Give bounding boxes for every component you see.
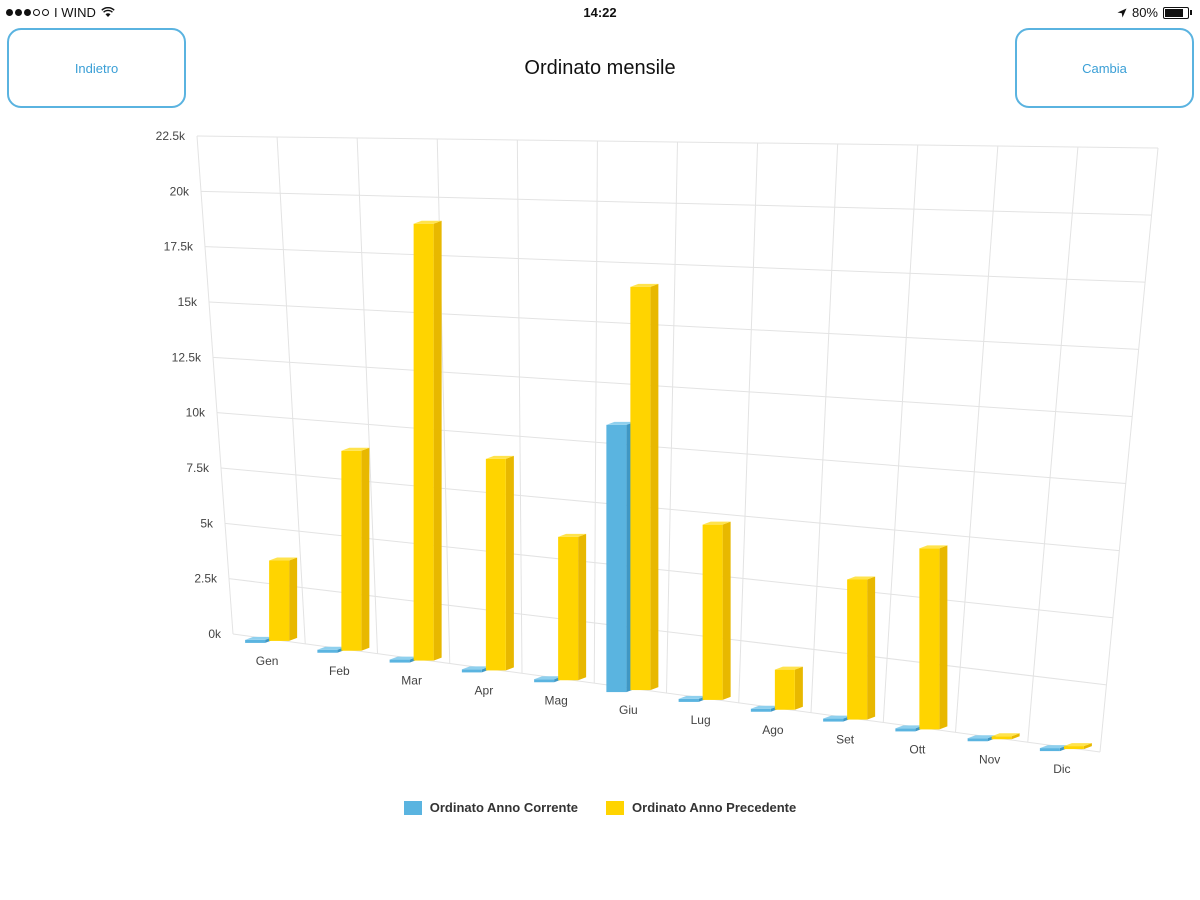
gridline-v — [1027, 146, 1079, 743]
y-tick-label: 0k — [208, 627, 222, 641]
gridline-v — [955, 145, 999, 733]
y-tick-label: 7.5k — [186, 461, 210, 475]
x-tick-label: Mar — [401, 674, 422, 688]
y-tick-label: 5k — [200, 516, 214, 530]
legend-swatch — [606, 800, 625, 815]
signal-strength-icon — [6, 9, 49, 16]
location-arrow-icon — [1117, 8, 1127, 17]
y-tick-label: 10k — [186, 406, 206, 420]
bar-corrente-gen — [245, 636, 274, 643]
bar-precedente-ott — [919, 545, 948, 730]
legend-label: Ordinato Anno Precedente — [632, 800, 797, 815]
x-tick-label: Giu — [619, 703, 638, 717]
x-tick-label: Set — [836, 733, 855, 747]
bar-corrente-apr — [461, 666, 490, 673]
gridline-v — [516, 139, 523, 674]
bar-precedente-mag — [558, 533, 587, 681]
page-title: Ordinato mensile — [524, 57, 676, 79]
bar-precedente-ago — [774, 666, 803, 710]
status-right: 80% — [1117, 5, 1192, 20]
bar-precedente-mar — [413, 220, 442, 661]
bar-precedente-lug — [702, 521, 731, 700]
bar-corrente-ago — [750, 705, 779, 712]
chart-bars — [245, 220, 1092, 752]
battery-icon — [1163, 6, 1192, 19]
x-tick-label: Nov — [979, 752, 1000, 766]
legend-item-corrente[interactable]: Ordinato Anno Corrente — [403, 800, 579, 815]
bar-corrente-giu — [606, 421, 635, 693]
gridline-v — [810, 143, 839, 713]
bar-precedente-dic — [1063, 743, 1092, 750]
y-tick-label: 20k — [170, 184, 190, 198]
x-tick-label: Apr — [475, 683, 494, 697]
bar-corrente-mar — [389, 656, 418, 663]
legend-label: Ordinato Anno Corrente — [429, 800, 579, 815]
bar-precedente-nov — [991, 733, 1020, 740]
x-tick-label: Mag — [544, 693, 567, 707]
bar-corrente-dic — [1039, 745, 1068, 752]
y-tick-label: 2.5k — [194, 572, 218, 586]
gridline-v — [356, 137, 378, 654]
chart-legend: Ordinato Anno Corrente Ordinato Anno Prec… — [0, 800, 1200, 815]
y-tick-label: 17.5k — [164, 240, 194, 254]
x-tick-label: Ott — [909, 742, 926, 756]
gridline-v — [1099, 147, 1159, 753]
gridline-v — [593, 140, 598, 684]
change-button[interactable]: Cambia — [1015, 28, 1194, 108]
bar-precedente-gen — [269, 557, 298, 641]
wifi-icon — [101, 7, 115, 17]
chart-grid — [196, 135, 1159, 753]
y-tick-label: 12.5k — [172, 350, 202, 364]
x-tick-label: Ago — [762, 723, 784, 737]
bar-precedente-apr — [485, 455, 514, 671]
bar-corrente-set — [823, 715, 852, 722]
gridline-v — [666, 141, 678, 694]
x-tick-label: Dic — [1053, 762, 1070, 776]
gridline-v — [738, 142, 759, 703]
bar-precedente-feb — [341, 447, 370, 651]
bar-precedente-giu — [630, 283, 659, 691]
back-button[interactable]: Indietro — [7, 28, 186, 108]
status-time: 14:22 — [583, 5, 617, 20]
gridline-v — [882, 144, 919, 723]
gridline-v — [276, 136, 306, 644]
y-tick-label: 22.5k — [156, 129, 186, 143]
y-tick-label: 15k — [178, 295, 198, 309]
status-left: I WIND — [6, 5, 115, 20]
status-bar: I WIND 14:22 80% — [0, 0, 1200, 24]
legend-item-precedente[interactable]: Ordinato Anno Precedente — [606, 800, 796, 815]
x-tick-label: Lug — [691, 713, 711, 727]
bar-precedente-set — [847, 576, 876, 720]
battery-percent: 80% — [1131, 5, 1158, 20]
legend-swatch — [403, 800, 422, 815]
x-tick-label: Feb — [329, 664, 350, 678]
bar-corrente-feb — [317, 646, 346, 653]
bar-corrente-mag — [534, 676, 563, 683]
x-tick-label: Gen — [256, 654, 279, 668]
y-axis-ticks: 0k 2.5k 5k 7.5k 10k 12.5k 15k 17.5k 20k 22.5k — [156, 129, 222, 641]
x-axis-labels: Gen Feb Mar Apr Mag Giu Lug Ago Set Ott Nov Dic — [256, 654, 1071, 776]
gridline-v — [196, 135, 234, 635]
carrier-label: I WIND — [54, 5, 96, 20]
bar-corrente-lug — [678, 695, 707, 702]
bar-corrente-nov — [967, 735, 996, 742]
bar-corrente-ott — [895, 725, 924, 732]
